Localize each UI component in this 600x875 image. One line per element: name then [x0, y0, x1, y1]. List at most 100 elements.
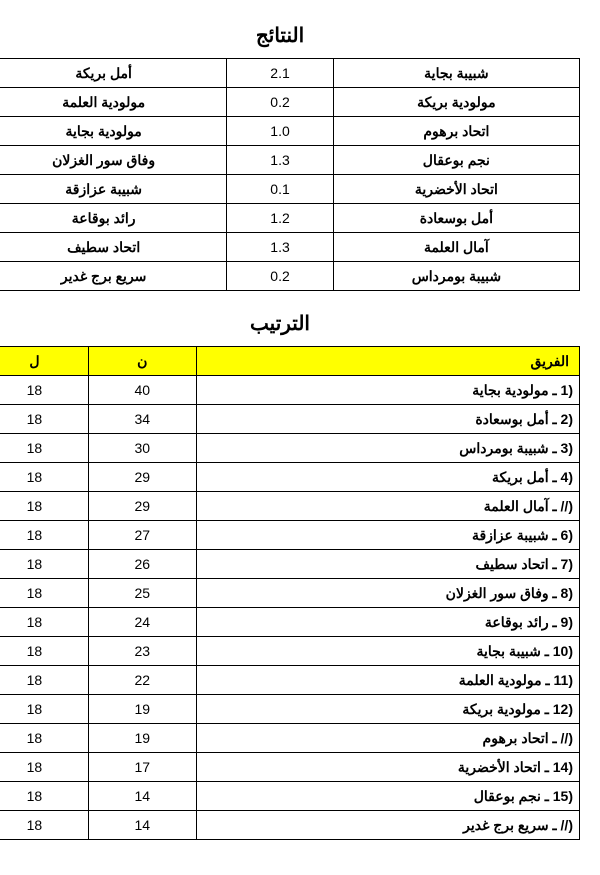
standings-row: //) ـ سريع برج غدير1418: [0, 811, 580, 840]
results-table: شبيبة بجاية2.1أمل بريكةمولودية بريكة0.2م…: [0, 58, 580, 291]
standings-row: 4) ـ أمل بريكة2918: [0, 463, 580, 492]
standings-row: 12) ـ مولودية بريكة1918: [0, 695, 580, 724]
l-cell: 18: [0, 811, 88, 840]
away-team: مولودية العلمة: [0, 88, 227, 117]
standings-row: 10) ـ شبيبة بجاية2318: [0, 637, 580, 666]
score-cell: 0.2: [227, 262, 333, 291]
n-cell: 27: [88, 521, 196, 550]
away-team: سريع برج غدير: [0, 262, 227, 291]
team-cell: 1) ـ مولودية بجاية: [196, 376, 579, 405]
l-cell: 18: [0, 753, 88, 782]
l-cell: 18: [0, 405, 88, 434]
n-cell: 25: [88, 579, 196, 608]
l-cell: 18: [0, 666, 88, 695]
standings-table: الفريق ن ل 1) ـ مولودية بجاية40182) ـ أم…: [0, 346, 580, 840]
results-row: شبيبة بومرداس0.2سريع برج غدير: [0, 262, 580, 291]
away-team: مولودية بجاية: [0, 117, 227, 146]
n-cell: 29: [88, 492, 196, 521]
results-row: شبيبة بجاية2.1أمل بريكة: [0, 59, 580, 88]
team-cell: 7) ـ اتحاد سطيف: [196, 550, 579, 579]
n-cell: 22: [88, 666, 196, 695]
standings-header-row: الفريق ن ل: [0, 347, 580, 376]
standings-row: 9) ـ رائد بوقاعة2418: [0, 608, 580, 637]
standings-row: 2) ـ أمل بوسعادة3418: [0, 405, 580, 434]
n-cell: 34: [88, 405, 196, 434]
n-cell: 17: [88, 753, 196, 782]
team-cell: 12) ـ مولودية بريكة: [196, 695, 579, 724]
score-cell: 1.2: [227, 204, 333, 233]
results-row: آمال العلمة1.3اتحاد سطيف: [0, 233, 580, 262]
standings-row: //) ـ آمال العلمة2918: [0, 492, 580, 521]
team-cell: 10) ـ شبيبة بجاية: [196, 637, 579, 666]
results-row: أمل بوسعادة1.2رائد بوقاعة: [0, 204, 580, 233]
l-cell: 18: [0, 695, 88, 724]
n-cell: 23: [88, 637, 196, 666]
team-cell: 11) ـ مولودية العلمة: [196, 666, 579, 695]
l-cell: 18: [0, 724, 88, 753]
header-team: الفريق: [196, 347, 579, 376]
team-cell: 9) ـ رائد بوقاعة: [196, 608, 579, 637]
n-cell: 19: [88, 695, 196, 724]
l-cell: 18: [0, 782, 88, 811]
standings-row: 3) ـ شبيبة بومرداس3018: [0, 434, 580, 463]
results-title: النتائج: [0, 23, 580, 48]
standings-row: 11) ـ مولودية العلمة2218: [0, 666, 580, 695]
team-cell: 4) ـ أمل بريكة: [196, 463, 579, 492]
standings-row: 15) ـ نجم بوعقال1418: [0, 782, 580, 811]
l-cell: 18: [0, 463, 88, 492]
home-team: اتحاد الأخضرية: [333, 175, 579, 204]
team-cell: 15) ـ نجم بوعقال: [196, 782, 579, 811]
l-cell: 18: [0, 521, 88, 550]
score-cell: 1.0: [227, 117, 333, 146]
score-cell: 2.1: [227, 59, 333, 88]
standings-row: //) ـ اتحاد برهوم1918: [0, 724, 580, 753]
standings-row: 1) ـ مولودية بجاية4018: [0, 376, 580, 405]
team-cell: 2) ـ أمل بوسعادة: [196, 405, 579, 434]
away-team: شبيبة عزازقة: [0, 175, 227, 204]
standings-row: 6) ـ شبيبة عزازقة2718: [0, 521, 580, 550]
team-cell: 3) ـ شبيبة بومرداس: [196, 434, 579, 463]
l-cell: 18: [0, 550, 88, 579]
home-team: نجم بوعقال: [333, 146, 579, 175]
score-cell: 0.1: [227, 175, 333, 204]
results-row: اتحاد الأخضرية0.1شبيبة عزازقة: [0, 175, 580, 204]
standings-row: 14) ـ اتحاد الأخضرية1718: [0, 753, 580, 782]
score-cell: 1.3: [227, 146, 333, 175]
standings-title: الترتيب: [0, 311, 580, 336]
team-cell: //) ـ اتحاد برهوم: [196, 724, 579, 753]
team-cell: 14) ـ اتحاد الأخضرية: [196, 753, 579, 782]
n-cell: 30: [88, 434, 196, 463]
home-team: شبيبة بجاية: [333, 59, 579, 88]
l-cell: 18: [0, 434, 88, 463]
away-team: أمل بريكة: [0, 59, 227, 88]
team-cell: //) ـ آمال العلمة: [196, 492, 579, 521]
l-cell: 18: [0, 492, 88, 521]
home-team: شبيبة بومرداس: [333, 262, 579, 291]
l-cell: 18: [0, 608, 88, 637]
home-team: اتحاد برهوم: [333, 117, 579, 146]
l-cell: 18: [0, 376, 88, 405]
header-n: ن: [88, 347, 196, 376]
team-cell: 6) ـ شبيبة عزازقة: [196, 521, 579, 550]
n-cell: 29: [88, 463, 196, 492]
score-cell: 1.3: [227, 233, 333, 262]
results-row: اتحاد برهوم1.0مولودية بجاية: [0, 117, 580, 146]
n-cell: 24: [88, 608, 196, 637]
home-team: آمال العلمة: [333, 233, 579, 262]
home-team: أمل بوسعادة: [333, 204, 579, 233]
standings-row: 8) ـ وفاق سور الغزلان2518: [0, 579, 580, 608]
home-team: مولودية بريكة: [333, 88, 579, 117]
away-team: رائد بوقاعة: [0, 204, 227, 233]
team-cell: //) ـ سريع برج غدير: [196, 811, 579, 840]
team-cell: 8) ـ وفاق سور الغزلان: [196, 579, 579, 608]
results-row: نجم بوعقال1.3وفاق سور الغزلان: [0, 146, 580, 175]
standings-row: 7) ـ اتحاد سطيف2618: [0, 550, 580, 579]
n-cell: 19: [88, 724, 196, 753]
results-row: مولودية بريكة0.2مولودية العلمة: [0, 88, 580, 117]
l-cell: 18: [0, 579, 88, 608]
n-cell: 14: [88, 782, 196, 811]
n-cell: 40: [88, 376, 196, 405]
score-cell: 0.2: [227, 88, 333, 117]
away-team: اتحاد سطيف: [0, 233, 227, 262]
l-cell: 18: [0, 637, 88, 666]
